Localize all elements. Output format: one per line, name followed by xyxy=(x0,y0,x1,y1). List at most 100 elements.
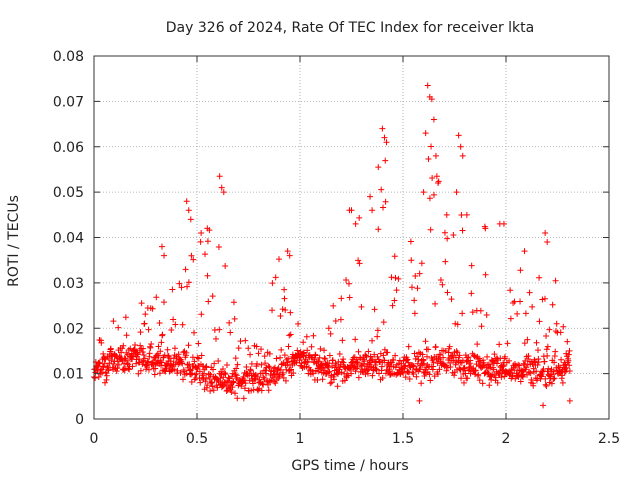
data-point xyxy=(106,360,113,367)
data-point xyxy=(186,361,193,368)
data-point xyxy=(319,364,326,371)
data-point xyxy=(222,263,229,270)
data-point xyxy=(453,189,460,196)
data-point xyxy=(383,139,390,146)
data-point xyxy=(137,329,144,336)
data-point xyxy=(198,229,205,236)
data-points xyxy=(91,82,573,409)
data-point xyxy=(544,239,551,246)
data-point xyxy=(527,370,534,377)
data-point xyxy=(349,358,356,365)
data-point xyxy=(182,266,189,273)
data-point xyxy=(339,337,346,344)
data-point xyxy=(471,353,478,360)
data-point xyxy=(158,243,165,250)
data-point xyxy=(120,366,127,373)
data-point xyxy=(217,375,224,382)
data-point xyxy=(528,376,535,383)
data-point xyxy=(454,321,461,328)
data-point xyxy=(535,359,542,366)
data-point xyxy=(558,356,565,363)
data-point xyxy=(504,340,511,347)
y-tick-label: 0.04 xyxy=(53,231,84,247)
data-point xyxy=(171,345,178,352)
data-point xyxy=(105,367,112,374)
data-point xyxy=(211,360,218,367)
data-point xyxy=(191,358,198,365)
data-point xyxy=(435,355,442,362)
data-point xyxy=(192,371,199,378)
data-point xyxy=(374,353,381,360)
y-tick-label: 0.01 xyxy=(53,367,84,383)
data-point xyxy=(371,306,378,313)
y-tick-label: 0.02 xyxy=(53,321,84,337)
data-point xyxy=(115,324,122,331)
y-tick-label: 0.03 xyxy=(53,276,84,292)
data-point xyxy=(381,134,388,141)
data-point xyxy=(423,353,430,360)
data-point xyxy=(374,333,381,340)
data-point xyxy=(115,361,122,368)
data-point xyxy=(358,303,365,310)
data-point xyxy=(229,370,236,377)
x-tick-label: 2 xyxy=(502,431,511,447)
data-point xyxy=(426,195,433,202)
data-point xyxy=(160,299,167,306)
data-point xyxy=(300,339,307,346)
data-point xyxy=(201,251,208,258)
data-point xyxy=(381,357,388,364)
data-point xyxy=(425,156,432,163)
data-point xyxy=(464,375,471,382)
data-point xyxy=(130,353,137,360)
x-tick-label: 1.5 xyxy=(392,431,414,447)
data-point xyxy=(272,380,279,387)
data-point xyxy=(234,395,241,402)
data-point xyxy=(521,248,528,255)
data-point xyxy=(134,351,141,358)
data-point xyxy=(241,377,248,384)
data-point xyxy=(274,366,281,373)
data-point xyxy=(374,327,381,334)
data-point xyxy=(153,294,160,301)
data-point xyxy=(188,252,195,259)
data-point xyxy=(382,198,389,205)
data-point xyxy=(542,375,549,382)
data-point xyxy=(526,289,533,296)
data-point xyxy=(402,374,409,381)
data-point xyxy=(237,338,244,345)
data-point xyxy=(253,343,260,350)
data-point xyxy=(122,314,129,321)
data-point xyxy=(546,326,553,333)
data-point xyxy=(432,300,439,307)
data-point xyxy=(367,359,374,366)
data-point xyxy=(327,380,334,387)
data-point xyxy=(170,316,177,323)
data-point xyxy=(414,285,421,292)
data-point xyxy=(110,361,117,368)
data-point xyxy=(437,352,444,359)
data-point xyxy=(476,377,483,384)
data-point xyxy=(140,345,147,352)
data-point xyxy=(245,345,252,352)
data-point xyxy=(417,366,424,373)
data-point xyxy=(214,384,221,391)
data-point xyxy=(202,364,209,371)
data-point xyxy=(273,355,280,362)
data-point xyxy=(541,358,548,365)
data-point xyxy=(430,116,437,123)
data-point xyxy=(428,96,435,103)
data-point xyxy=(482,271,489,278)
data-point xyxy=(215,357,222,364)
axis-ticks: 0 0.01 0.02 0.03 0.04 0.05 0.06 0.07 0.08 0 0.5 1 1.… xyxy=(53,49,620,447)
data-point xyxy=(98,339,105,346)
data-point xyxy=(203,363,210,370)
data-point xyxy=(230,299,237,306)
data-point xyxy=(308,343,315,350)
data-point xyxy=(536,318,543,325)
data-point xyxy=(408,257,415,264)
data-point xyxy=(345,280,352,287)
data-point xyxy=(348,370,355,377)
data-point xyxy=(168,327,175,334)
data-point xyxy=(536,274,543,281)
data-point xyxy=(380,204,387,211)
